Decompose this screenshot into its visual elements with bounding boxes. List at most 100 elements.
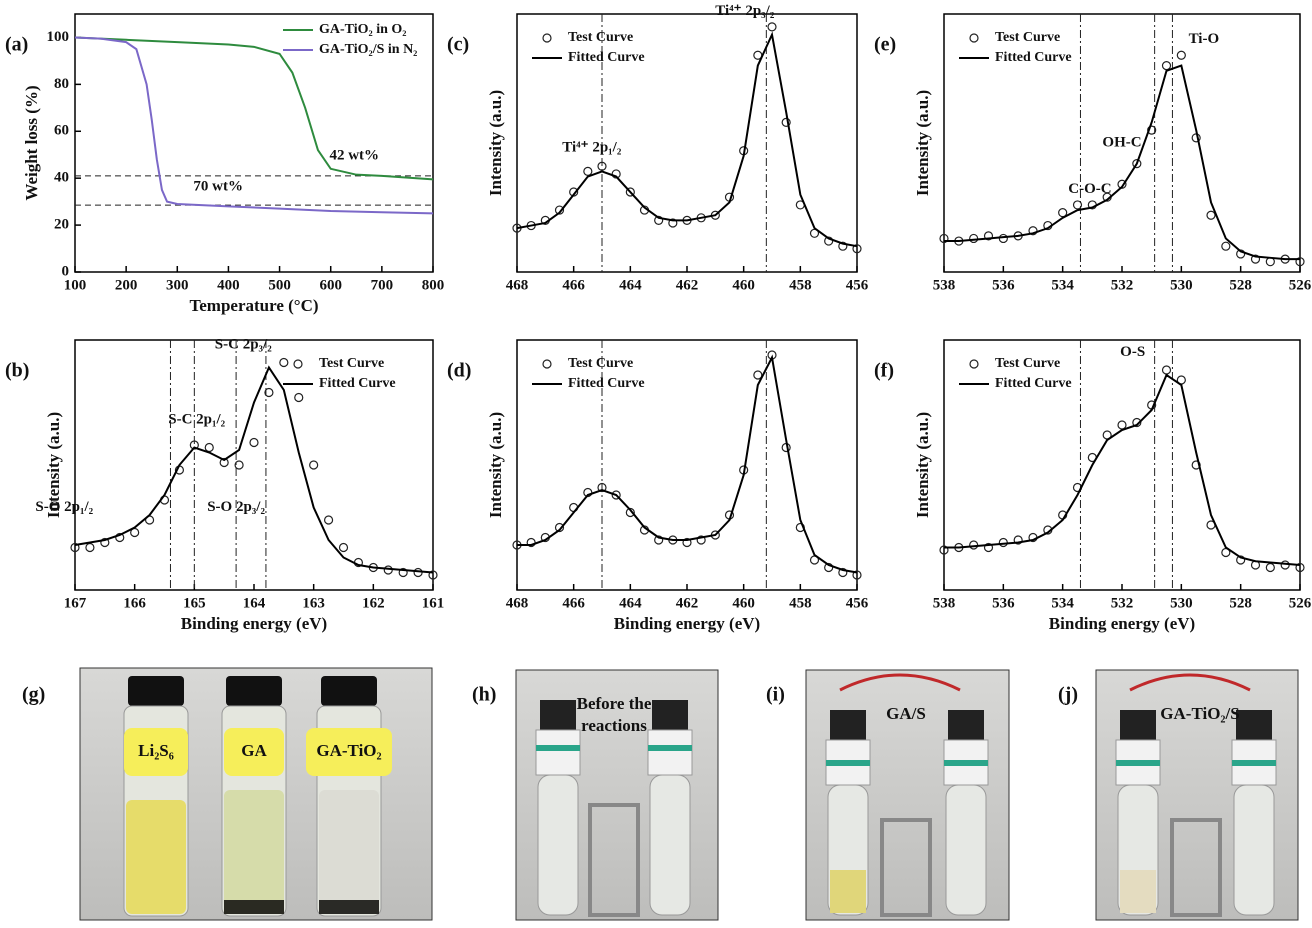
annotation: Ti⁴⁺ 2p₃/₂ [715, 3, 775, 19]
x-tick-label: 300 [166, 277, 189, 293]
data-point [413, 567, 423, 578]
data-point [1072, 200, 1083, 210]
data-point [969, 540, 979, 550]
data-point [428, 570, 438, 580]
x-tick-label: 167 [64, 595, 87, 611]
data-line [74, 36, 434, 215]
data-point [1013, 535, 1023, 545]
x-tick-label: 165 [183, 595, 206, 611]
data-point [1265, 562, 1275, 573]
y-tick-label: 20 [54, 217, 69, 233]
data-point [115, 532, 125, 543]
y-axis-label: Intensity (a.u.) [913, 90, 932, 196]
data-point [939, 233, 949, 244]
y-tick-label: 80 [54, 76, 69, 92]
vial [316, 676, 382, 917]
data-point [838, 567, 848, 578]
photo-caption: reactions [581, 716, 647, 735]
x-tick-label: 460 [732, 595, 755, 611]
annotation: 70 wt% [193, 178, 243, 194]
data-line [944, 373, 1301, 566]
data-point [1206, 210, 1216, 220]
photo-caption: Before the [577, 694, 652, 713]
legend-label: Fitted Curve [568, 50, 645, 65]
vial-label: Li₂S₆ [138, 741, 174, 760]
panel-label: (f) [874, 360, 894, 382]
data-line [517, 354, 858, 574]
legend-label: Fitted Curve [995, 50, 1072, 65]
legend-label: Fitted Curve [995, 376, 1072, 391]
x-tick-label: 526 [1289, 277, 1312, 293]
legend-label: Fitted Curve [568, 376, 645, 391]
panel-label: (g) [22, 684, 45, 706]
panel-label: (a) [5, 34, 28, 56]
data-point [824, 562, 834, 573]
data-point [852, 244, 862, 254]
data-point [1132, 417, 1142, 428]
y-axis-label: Intensity (a.u.) [486, 90, 505, 196]
data-point [611, 490, 621, 500]
data-point [583, 166, 593, 176]
annotation: Ti-O [1189, 31, 1220, 47]
panel-label: (j) [1058, 684, 1078, 706]
x-tick-label: 466 [562, 595, 585, 611]
x-tick-label: 458 [789, 595, 812, 611]
x-tick-label: 458 [789, 277, 812, 293]
x-tick-label: 100 [64, 277, 87, 293]
data-point [1191, 460, 1201, 470]
data-point [100, 537, 110, 548]
x-tick-label: 468 [506, 277, 529, 293]
annotation: 42 wt% [329, 147, 379, 163]
panel-label: (e) [874, 34, 896, 56]
data-point [554, 522, 565, 533]
legend-label: Test Curve [319, 356, 384, 371]
data-point [597, 161, 607, 171]
vial [221, 676, 287, 917]
legend-label: GA-TiO₂/S in N₂ [319, 42, 417, 57]
data-point [526, 537, 536, 548]
y-tick-label: 0 [62, 263, 70, 279]
x-axis-label: Binding energy (eV) [181, 614, 327, 633]
data-point [969, 233, 979, 244]
data-point [249, 437, 259, 448]
data-point [1295, 257, 1305, 267]
plot-frame [74, 13, 434, 273]
y-tick-label: 60 [54, 123, 69, 139]
data-point [824, 236, 834, 246]
photo-caption: GA/S [886, 704, 926, 723]
data-point [1236, 555, 1246, 565]
data-point [998, 233, 1008, 244]
x-tick-label: 162 [362, 595, 385, 611]
x-tick-label: 532 [1111, 277, 1134, 293]
x-axis-label: Binding energy (eV) [1049, 614, 1195, 633]
panel-label: (d) [447, 360, 471, 382]
annotation: O-S [1120, 344, 1145, 360]
data-point [998, 537, 1008, 548]
data-point [1117, 179, 1127, 189]
legend-label: Test Curve [995, 30, 1060, 45]
x-tick-label: 700 [371, 277, 394, 293]
y-axis-label: Intensity (a.u.) [44, 412, 63, 518]
data-point [838, 241, 848, 251]
data-point [1147, 125, 1157, 135]
data-point [1117, 420, 1127, 430]
photo-g: Li₂S₆ GA GA-TiO₂ (g) [22, 667, 433, 921]
x-tick-label: 530 [1170, 277, 1193, 293]
legend-symbol [969, 33, 979, 43]
label-box [124, 728, 188, 776]
data-point [1236, 249, 1246, 259]
x-tick-label: 536 [992, 277, 1015, 293]
x-tick-label: 200 [115, 277, 138, 293]
data-point [625, 507, 635, 518]
data-point [219, 457, 229, 468]
y-axis-label: Weight loss (%) [22, 85, 41, 200]
data-point [1295, 562, 1305, 573]
y-axis-label: Intensity (a.u.) [486, 412, 505, 518]
y-tick-label: 40 [54, 170, 69, 186]
panel-label: (h) [472, 684, 496, 706]
annotation: Ti⁴⁺ 2p₁/₂ [562, 140, 622, 156]
x-tick-label: 164 [243, 595, 266, 611]
label-box [224, 728, 284, 776]
data-point [338, 542, 349, 553]
data-point [1132, 159, 1142, 169]
